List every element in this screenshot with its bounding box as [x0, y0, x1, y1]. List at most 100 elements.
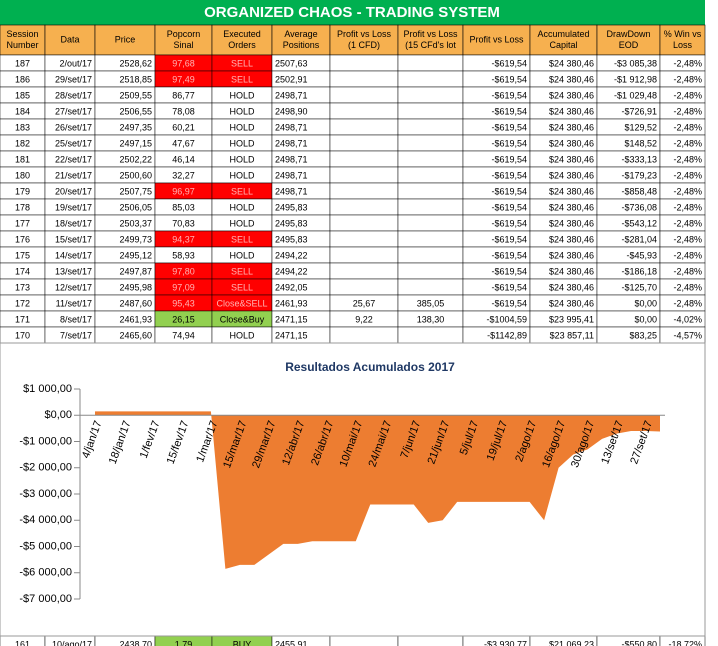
cell	[397, 54, 464, 72]
cell-text: 60,21	[172, 122, 195, 132]
cell-text: -2,48%	[673, 186, 702, 196]
cell-text: $24 380,46	[549, 74, 594, 84]
cell-text: 171	[15, 314, 30, 324]
cell	[329, 198, 399, 216]
cell-text: $83,25	[629, 330, 657, 340]
cell-text: 97,49	[172, 74, 195, 84]
cell-text: 2495,83	[275, 234, 308, 244]
cell-text: -2,48%	[673, 282, 702, 292]
header-cell	[94, 24, 156, 56]
cell-text: 2465,60	[119, 330, 152, 340]
cell-text: 85,03	[172, 202, 195, 212]
cell-text: 181	[15, 154, 30, 164]
y-tick-label: $1 000,00	[23, 383, 72, 395]
cell-text: 2495,83	[275, 218, 308, 228]
cell	[397, 134, 464, 152]
cell-text: 13/set/17	[55, 266, 92, 276]
cell-text: 12/set/17	[55, 282, 92, 292]
cell-text: -$3 085,38	[614, 58, 657, 68]
cell-text: $24 380,46	[549, 58, 594, 68]
cell-text: 18/set/17	[55, 218, 92, 228]
cell-text: -$619,54	[491, 202, 527, 212]
cell	[397, 326, 464, 344]
cell-text: 2507,75	[119, 186, 152, 196]
area	[95, 411, 660, 569]
cell-text: 177	[15, 218, 30, 228]
cell-text: 2492,05	[275, 282, 308, 292]
cell-text: 2503,37	[119, 218, 152, 228]
cell-text: 26,15	[172, 314, 195, 324]
cell	[329, 86, 399, 104]
cell-text: -2,48%	[673, 250, 702, 260]
header-label: Session	[6, 29, 38, 39]
cell-text: 2471,15	[275, 314, 308, 324]
cell-text: HOLD	[229, 202, 255, 212]
header-label: Profit vs Loss	[403, 29, 458, 39]
cell	[397, 635, 464, 646]
y-tick-label: -$3 000,00	[19, 488, 72, 500]
cell	[329, 214, 399, 232]
cell-text: $24 380,46	[549, 186, 594, 196]
y-tick-label: -$2 000,00	[19, 462, 72, 474]
cell	[397, 246, 464, 264]
chart-title: Resultados Acumulados 2017	[285, 360, 455, 374]
cell-text: $24 380,46	[549, 250, 594, 260]
cell-text: SELL	[231, 186, 253, 196]
cell-text: SELL	[231, 234, 253, 244]
cell-text: 2/out/17	[59, 58, 92, 68]
cell-text: -$619,54	[491, 250, 527, 260]
cell-text: 2498,71	[275, 170, 308, 180]
cell-text: 178	[15, 202, 30, 212]
cell	[329, 635, 399, 646]
cell-text: -$3 930,77	[484, 639, 527, 646]
cell-text: -$186,18	[621, 266, 657, 276]
cell-text: 2494,22	[275, 266, 308, 276]
cell-text: 26/set/17	[55, 122, 92, 132]
cell-text: $24 380,46	[549, 282, 594, 292]
cell-text: HOLD	[229, 218, 255, 228]
header-cell	[271, 24, 331, 56]
cell-text: 58,93	[172, 250, 195, 260]
cell-text: $24 380,46	[549, 298, 594, 308]
cell-text: 27/set/17	[55, 106, 92, 116]
cell-text: HOLD	[229, 122, 255, 132]
cell-text: 14/set/17	[55, 250, 92, 260]
header-cell	[329, 24, 399, 56]
cell-text: 2455,91	[275, 639, 308, 646]
cell-text: HOLD	[229, 170, 255, 180]
header-cell	[0, 24, 46, 56]
cell-text: SELL	[231, 58, 253, 68]
cell-text: 96,97	[172, 186, 195, 196]
cell	[397, 230, 464, 248]
cell-text: SELL	[231, 266, 253, 276]
title-bar	[0, 0, 705, 25]
cell-text: 22/set/17	[55, 154, 92, 164]
cell-text: -2,48%	[673, 218, 702, 228]
cell-text: 179	[15, 186, 30, 196]
cell-text: HOLD	[229, 250, 255, 260]
cell	[329, 278, 399, 296]
cell-text: -$619,54	[491, 58, 527, 68]
cell	[329, 166, 399, 184]
header-label: % Win vs	[664, 29, 702, 39]
header-label: Executed	[223, 29, 261, 39]
cell-text: -18,72%	[668, 639, 702, 646]
cell	[397, 198, 464, 216]
cell-text: 187	[15, 58, 30, 68]
header-label: Price	[115, 34, 136, 44]
y-tick-label: $0,00	[44, 409, 72, 421]
cell	[329, 150, 399, 168]
cell-text: -$619,54	[491, 186, 527, 196]
cell-text: 185	[15, 90, 30, 100]
cell-text: -2,48%	[673, 202, 702, 212]
header-label: (1 CFD)	[348, 40, 380, 50]
cell-text: 2498,71	[275, 122, 308, 132]
cell-text: Close&Buy	[220, 314, 265, 324]
cell-text: -2,48%	[673, 58, 702, 68]
cell-text: 1,79	[175, 639, 193, 646]
cell-text: 47,67	[172, 138, 195, 148]
header-label: Orders	[228, 40, 256, 50]
cell-text: 176	[15, 234, 30, 244]
cell-text: -2,48%	[673, 122, 702, 132]
cell-text: -$281,04	[621, 234, 657, 244]
